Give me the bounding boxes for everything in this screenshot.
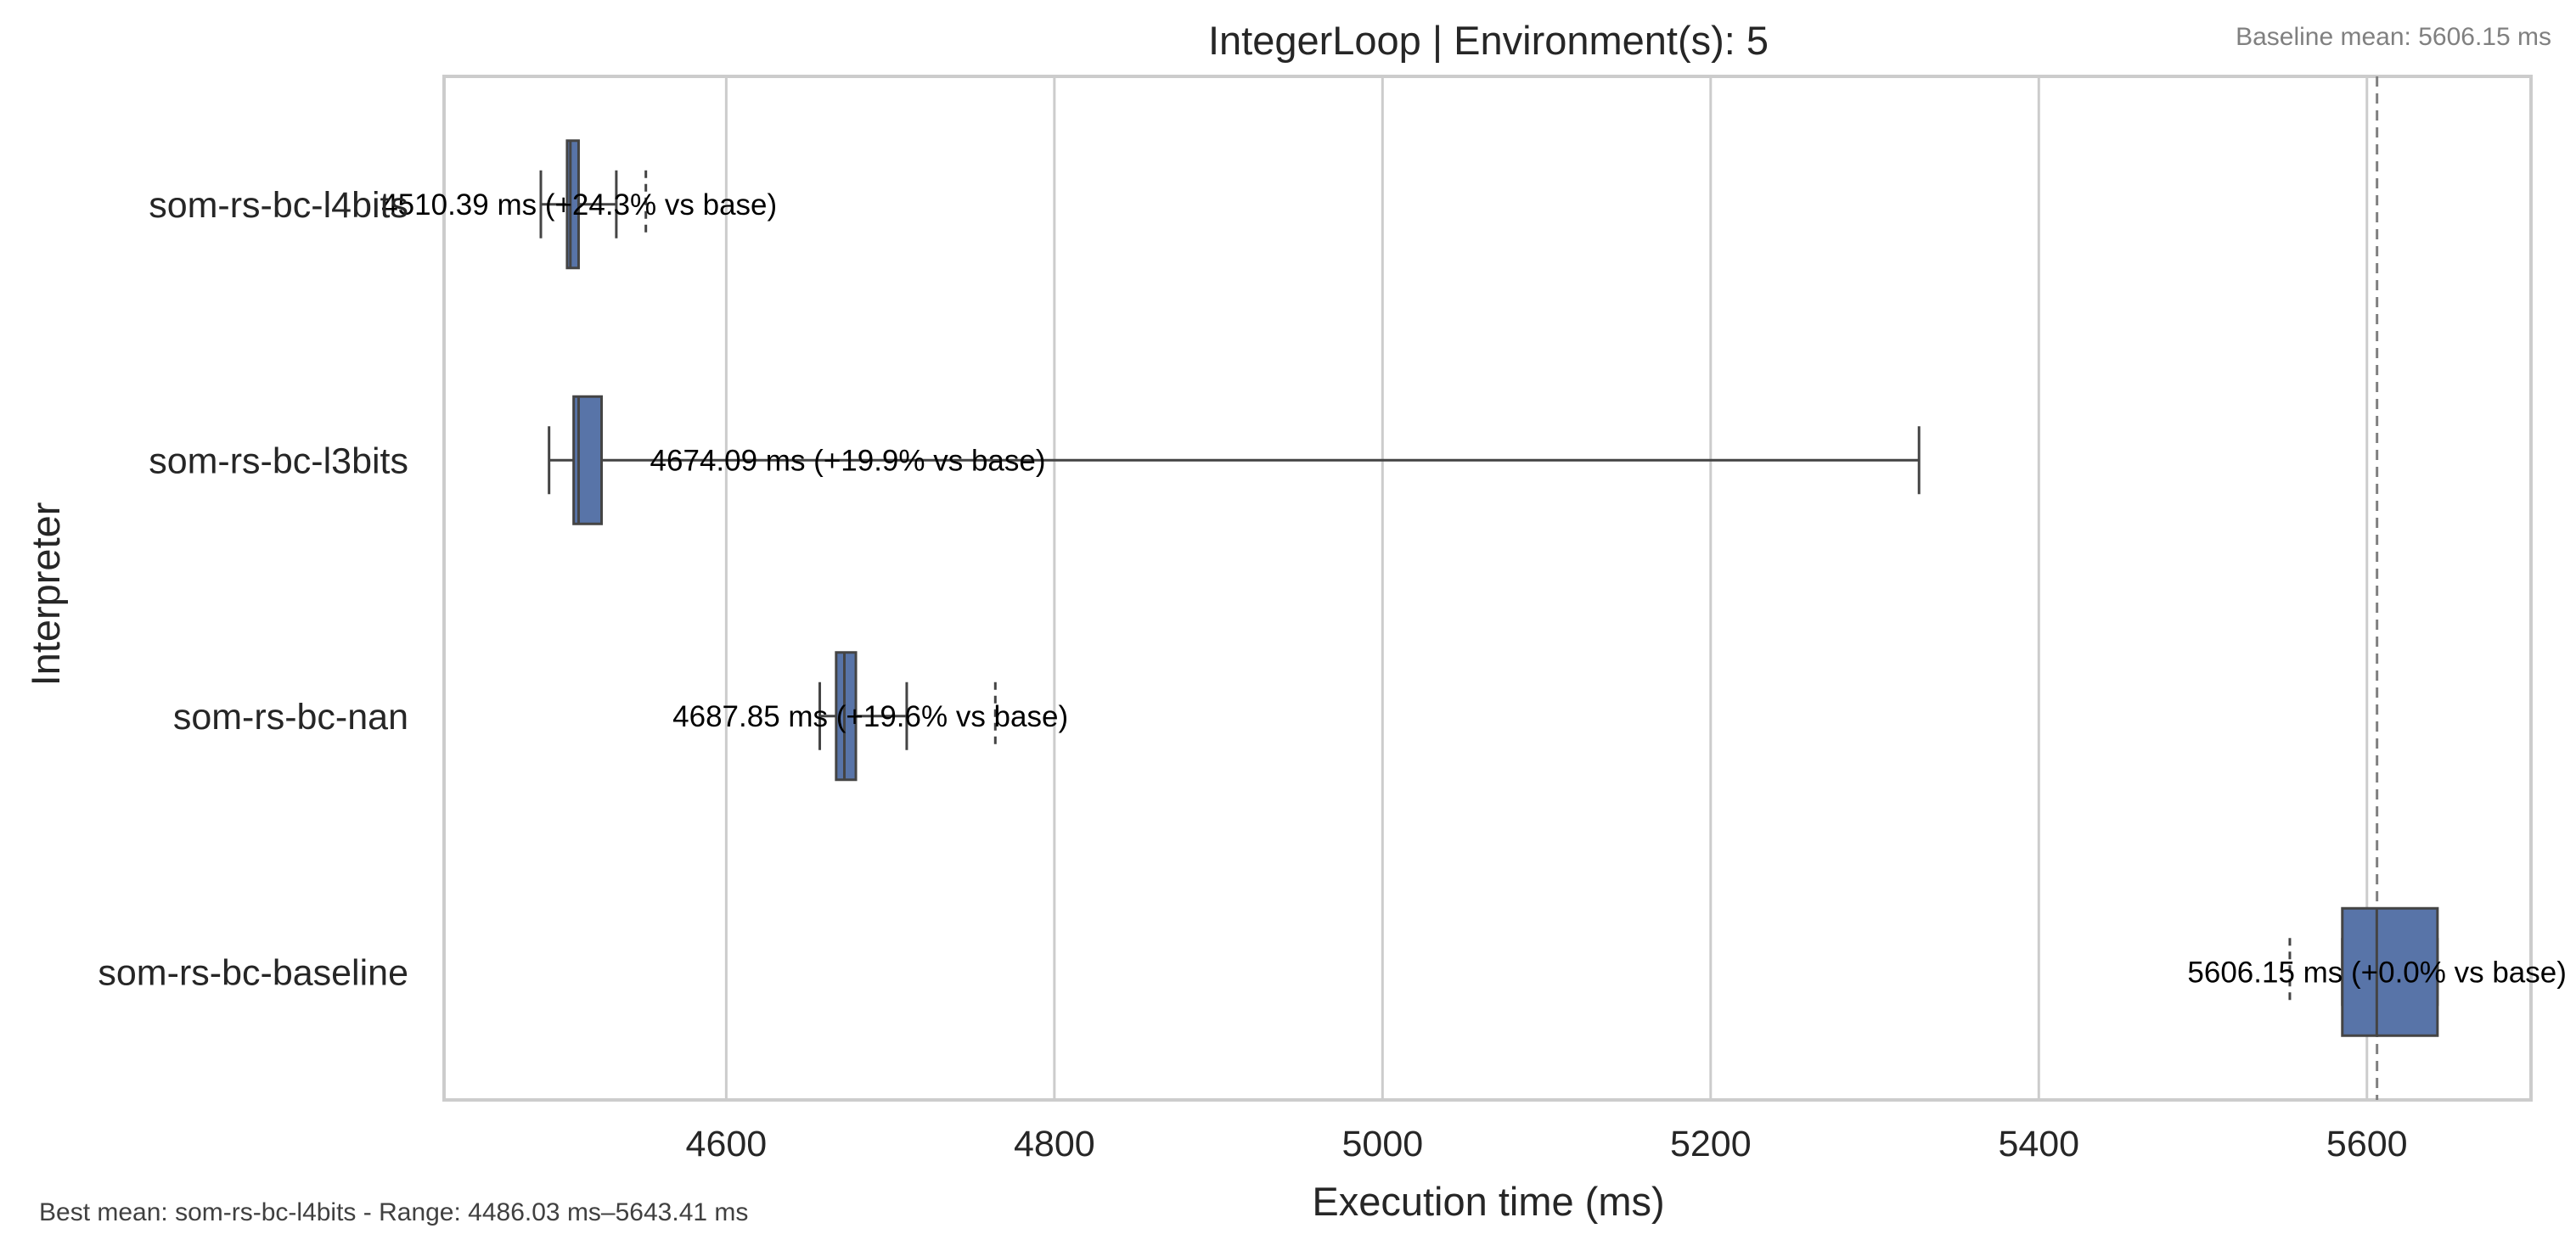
y-category-som-rs-bc-l4bits: som-rs-bc-l4bits [149,185,408,226]
x-tick-5200: 5200 [1670,1124,1752,1164]
baseline-mean-note: Baseline mean: 5606.15 ms [2236,23,2551,51]
grid-lines [724,76,2369,1100]
x-tick-labels: 4600 4800 5000 5200 5400 5600 [686,1124,2408,1164]
x-tick-4800: 4800 [1014,1124,1095,1164]
box-som-rs-bc-nan: 4687.85 ms (+19.6% vs base) [672,651,1068,782]
mean-label: 4510.39 ms (+24.3% vs base) [381,188,777,222]
iqr-box [835,651,858,782]
x-tick-4600: 4600 [686,1124,768,1164]
x-tick-5400: 5400 [1998,1124,2079,1164]
y-category-som-rs-bc-baseline: som-rs-bc-baseline [98,952,408,993]
x-tick-5600: 5600 [2326,1124,2408,1164]
box-series: 4510.39 ms (+24.3% vs base) 4674.09 ms (+… [381,139,2567,1037]
plot-frame [442,75,2533,1102]
y-axis-label: Interpreter [23,502,68,687]
box-som-rs-bc-baseline: 5606.15 ms (+0.0% vs base) [2187,906,2567,1037]
mean-label: 4687.85 ms (+19.6% vs base) [672,700,1068,733]
iqr-box [2341,906,2439,1037]
best-mean-footer: Best mean: som-rs-bc-l4bits - Range: 448… [39,1198,748,1226]
x-axis-label: Execution time (ms) [1312,1179,1664,1224]
y-category-som-rs-bc-nan: som-rs-bc-nan [173,697,408,738]
y-category-som-rs-bc-l3bits: som-rs-bc-l3bits [149,440,408,481]
box-som-rs-bc-l3bits: 4674.09 ms (+19.9% vs base) [548,395,1921,525]
mean-label: 5606.15 ms (+0.0% vs base) [2187,956,2567,989]
chart-title: IntegerLoop | Environment(s): 5 [1208,18,1769,63]
y-category-labels: som-rs-bc-l4bits som-rs-bc-l3bits som-rs-b… [98,185,408,994]
mean-label: 4674.09 ms (+19.9% vs base) [650,444,1046,477]
x-tick-5000: 5000 [1341,1124,1423,1164]
box-som-rs-bc-l4bits: 4510.39 ms (+24.3% vs base) [381,139,777,270]
